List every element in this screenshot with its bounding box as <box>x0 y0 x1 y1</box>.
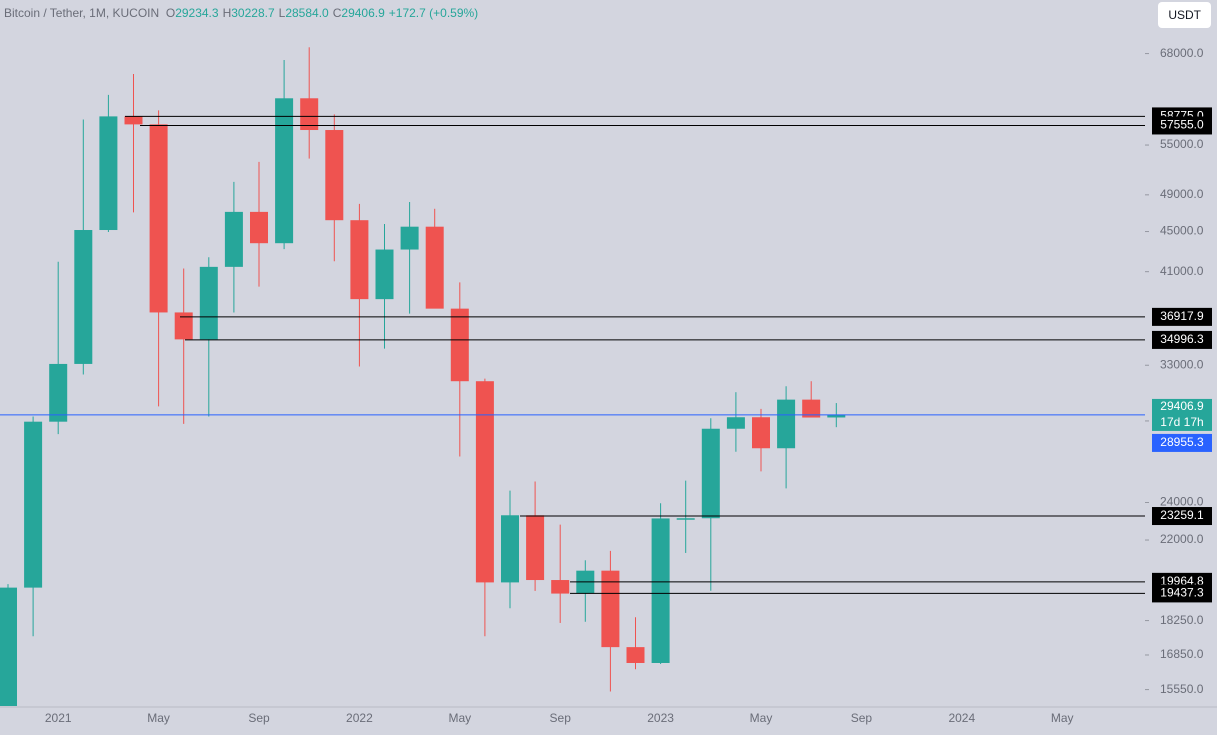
price-line-label-box <box>1152 507 1212 526</box>
y-tick-label: 33000.0 <box>1160 357 1204 371</box>
candle-body <box>777 399 796 449</box>
candle-body <box>275 98 294 244</box>
price-line-label: 34996.3 <box>1160 332 1204 346</box>
x-tick-label: Sep <box>851 711 873 725</box>
candle-body <box>450 308 469 382</box>
candle-body <box>149 124 168 313</box>
marker-price-box <box>1152 433 1212 452</box>
candle-body <box>425 226 444 309</box>
change: +172.7 (+0.59%) <box>388 6 479 20</box>
candle-body <box>475 381 494 583</box>
x-tick-label: 2024 <box>948 711 975 725</box>
price-line-label-box <box>1152 116 1212 135</box>
legend-header: Bitcoin / Tether, 1M, KUCOIN O29234.3 H30… <box>4 6 482 20</box>
price-line-label: 19437.3 <box>1160 586 1204 600</box>
countdown-label: 17d 17h <box>1160 415 1203 429</box>
candle-body <box>0 587 17 706</box>
candle-body <box>651 518 670 663</box>
candle-body <box>802 399 821 418</box>
y-tick-label: 41000.0 <box>1160 264 1204 278</box>
candle-body <box>224 211 243 267</box>
candle-body <box>626 647 645 663</box>
ohlc-fields: O29234.3 H30228.7 L28584.0 C29406.9 <box>166 6 389 20</box>
y-tick-label: 45000.0 <box>1160 224 1204 238</box>
candle-body <box>300 98 319 131</box>
y-tick-label: 22000.0 <box>1160 532 1204 546</box>
price-line-label: 36917.9 <box>1160 309 1204 323</box>
price-line-label-box <box>1152 584 1212 603</box>
candle-body <box>199 266 218 340</box>
price-axis: 68000.0 55000.0 49000.0 45000.0 41000.0 33000… <box>1145 46 1212 696</box>
candle-body <box>250 211 268 244</box>
candle-body <box>124 116 143 125</box>
candle-body <box>350 220 369 300</box>
x-tick-label: 2023 <box>647 711 674 725</box>
x-tick-label: May <box>750 711 773 725</box>
current-price-box <box>1152 398 1212 431</box>
y-tick-label: 16850.0 <box>1160 647 1204 661</box>
candle-body <box>74 230 93 364</box>
candle-body <box>400 226 419 250</box>
x-tick-label: 2021 <box>45 711 72 725</box>
candle-body <box>99 116 118 231</box>
plot-area <box>0 47 1145 706</box>
field-key: C <box>332 6 342 20</box>
candle-body <box>601 570 620 648</box>
candle-body <box>49 363 68 422</box>
price-line-label: 23259.1 <box>1160 508 1204 522</box>
x-tick-label: Sep <box>248 711 270 725</box>
x-tick-label: May <box>448 711 471 725</box>
field-key: O <box>165 6 176 20</box>
y-tick-label: 49000.0 <box>1160 187 1204 201</box>
candle-body <box>752 417 770 449</box>
y-tick-label: 18250.0 <box>1160 613 1204 627</box>
field-value: 28584.0 <box>285 6 329 20</box>
field-value: 29234.3 <box>175 6 219 20</box>
field-key: H <box>222 6 232 20</box>
candle-body <box>174 312 193 340</box>
marker-price-label: 28955.3 <box>1160 435 1204 449</box>
field-key: L <box>278 6 286 20</box>
field-value: 30228.7 <box>231 6 275 20</box>
current-price-label: 29406.9 <box>1160 399 1204 413</box>
candle-body <box>676 518 695 520</box>
x-tick-label: May <box>1051 711 1074 725</box>
price-line-label: 57555.0 <box>1160 118 1204 132</box>
candle-body <box>551 580 570 594</box>
x-tick-label: Sep <box>550 711 572 725</box>
y-tick-label: 68000.0 <box>1160 46 1204 60</box>
field-value: 29406.9 <box>341 6 385 20</box>
symbol: Bitcoin / Tether, 1M, KUCOIN <box>4 6 160 20</box>
candle-body <box>501 515 519 583</box>
candle-body <box>375 249 394 300</box>
candle-body <box>325 130 344 221</box>
y-tick-label: 55000.0 <box>1160 137 1204 151</box>
candle-body <box>526 515 545 581</box>
y-tick-label: 15550.0 <box>1160 682 1204 696</box>
candle-body <box>24 421 43 588</box>
price-line-label-box <box>1152 330 1212 349</box>
candle-body <box>701 428 720 519</box>
y-tick-label: 24000.0 <box>1160 495 1204 509</box>
x-tick-label: 2022 <box>346 711 373 725</box>
currency-button[interactable]: USDT <box>1158 2 1211 28</box>
x-tick-label: May <box>147 711 170 725</box>
candle-body <box>726 417 745 429</box>
candle-body <box>827 414 846 418</box>
price-line-label-box <box>1152 307 1212 326</box>
